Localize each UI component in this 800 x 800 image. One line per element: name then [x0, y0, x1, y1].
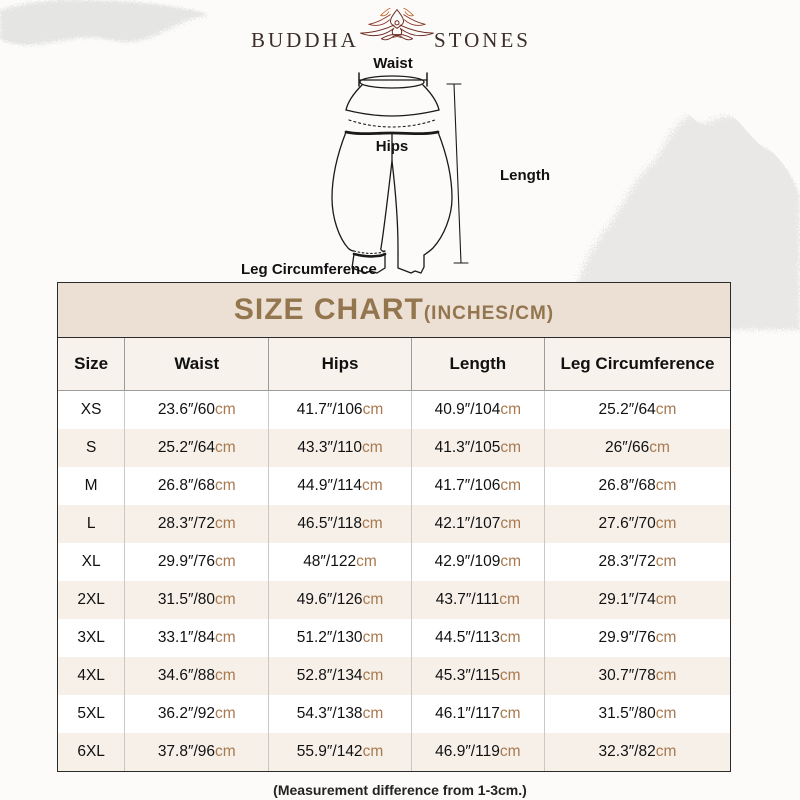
svg-text:Length: Length — [500, 167, 550, 184]
svg-text:Waist: Waist — [373, 55, 412, 72]
svg-text:Leg Circumference: Leg Circumference — [241, 261, 377, 278]
